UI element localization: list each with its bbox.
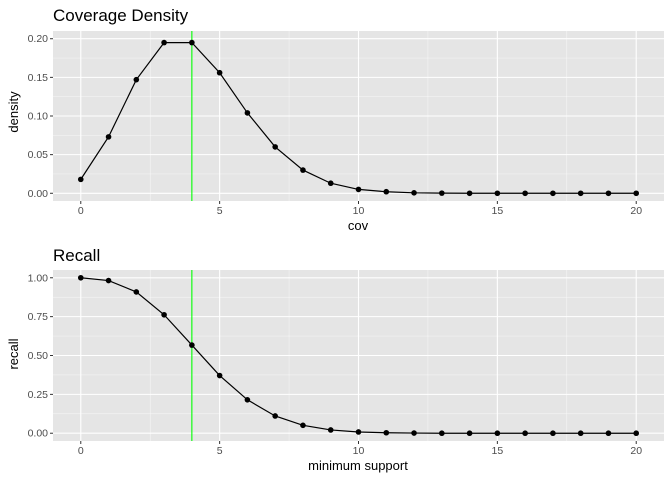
recall-y-axis-title: recall [6,338,21,369]
density-data-point [105,134,112,140]
recall-data-point [244,397,251,403]
recall-y-tick-label: 0.25 [28,389,49,401]
recall-y-tick-label: 0.75 [28,311,49,323]
recall-data-point [411,430,417,436]
density-data-point [466,190,473,197]
recall-data-point [300,422,306,429]
density-data-point [494,190,501,197]
density-data-point [77,176,84,183]
recall-data-point [272,413,278,419]
density-data-point [605,190,612,197]
recall-data-point [494,430,501,437]
density-x-tick-label: 5 [217,205,223,217]
density-data-point [522,190,528,197]
recall-data-point [522,430,528,437]
recall-x-tick-label: 20 [630,445,642,457]
recall-chart: Recall recall minimum support 0 5 10 15 20 0.… [6,246,664,473]
recall-x-tick-label: 5 [217,445,223,457]
density-y-tick-label: 0.15 [28,72,49,84]
density-y-tick-label: 0.10 [28,111,49,123]
density-data-point [216,69,223,76]
density-chart-title: Coverage Density [53,6,189,25]
recall-data-point [133,289,140,295]
recall-x-tick-label: 10 [353,445,365,457]
density-plot-panel: 0 5 10 15 20 0.00 0.05 0.10 0.15 0.20 [28,31,664,217]
recall-chart-title: Recall [53,246,100,265]
density-data-point [300,167,306,173]
recall-data-point [466,430,473,437]
recall-data-point [189,342,195,348]
density-x-tick-label: 20 [630,205,642,217]
density-data-point [550,190,556,197]
recall-y-tick-label: 0.50 [28,350,49,362]
density-y-tick-label: 0.20 [28,33,49,45]
density-data-point [244,110,251,116]
density-data-point [133,76,140,83]
density-data-point [577,190,584,197]
recall-y-tick-label: 0.00 [28,428,49,440]
recall-data-point [77,274,84,281]
density-data-point [383,188,390,195]
density-data-point [189,39,195,46]
density-x-tick-label: 10 [353,205,365,217]
density-data-point [355,186,362,193]
recall-x-tick-label: 0 [78,445,84,457]
density-data-point [411,190,417,196]
density-x-tick-label: 0 [78,205,84,217]
recall-data-point [105,277,112,284]
density-y-tick-label: 0.05 [28,149,49,161]
recall-data-point [439,430,445,437]
recall-x-axis-title: minimum support [308,458,408,473]
density-x-tick-label: 15 [492,205,504,217]
recall-data-point [327,427,334,433]
recall-plot-panel: 0 5 10 15 20 0.00 0.25 0.50 0.75 1.00 [28,270,664,457]
recall-data-point [355,429,362,435]
density-x-axis-title: cov [348,218,369,233]
density-data-point [272,144,278,150]
recall-data-point [633,430,640,437]
recall-data-point [550,430,556,437]
density-y-axis-title: density [6,91,21,133]
recall-data-point [216,372,223,379]
recall-x-tick-label: 15 [492,445,504,457]
recall-y-tick-label: 1.00 [28,272,49,284]
density-y-tick-label: 0.00 [28,188,49,200]
recall-data-point [383,429,390,436]
density-data-point [327,180,334,187]
recall-data-point [605,430,612,437]
recall-data-point [577,430,584,437]
recall-data-point [161,311,167,318]
density-data-point [439,190,445,196]
density-data-point [161,39,167,46]
density-data-point [633,190,640,197]
density-chart: Coverage Density density cov 0 5 10 15 20 0.0… [6,6,664,233]
